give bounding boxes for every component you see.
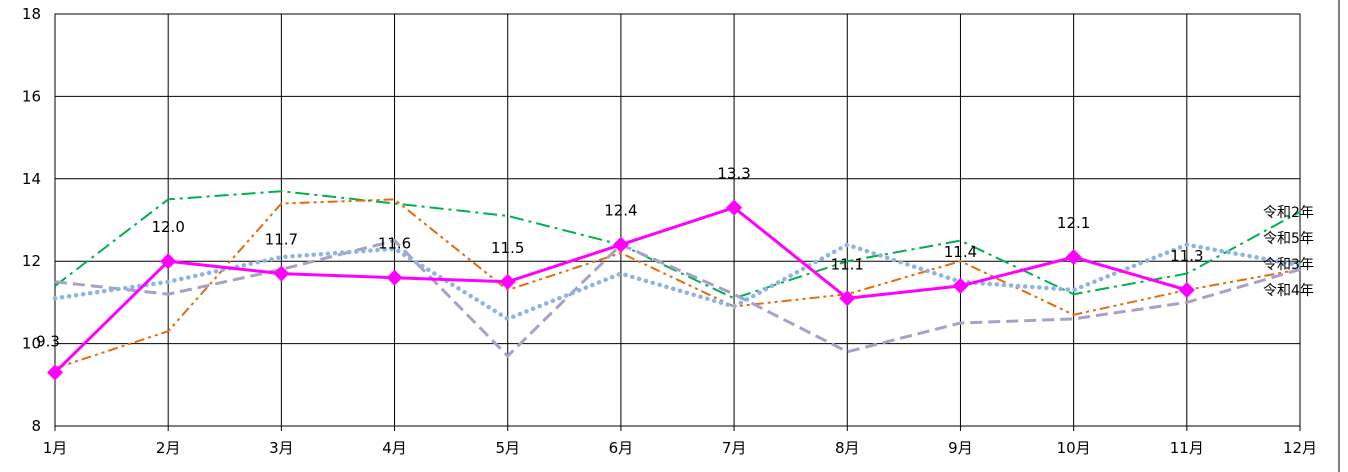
series-line-0 bbox=[54, 190, 1301, 300]
x-tick-label: 5月 bbox=[495, 439, 520, 457]
data-point-marker bbox=[1178, 282, 1195, 299]
data-markers bbox=[47, 199, 1195, 381]
legend-entry: 令和3年 bbox=[1263, 257, 1314, 273]
x-tick-label: 8月 bbox=[835, 439, 860, 457]
data-label: 11.5 bbox=[491, 239, 524, 257]
data-label: 12.4 bbox=[604, 202, 637, 220]
data-point-marker bbox=[386, 269, 403, 286]
data-point-marker bbox=[160, 253, 177, 270]
data-label: 11.3 bbox=[1170, 247, 1203, 265]
data-label: 11.6 bbox=[378, 235, 411, 253]
data-point-marker bbox=[839, 290, 856, 307]
x-tick-label: 11月 bbox=[1170, 439, 1204, 457]
x-tick-label: 2月 bbox=[156, 439, 181, 457]
series-line-2 bbox=[54, 238, 1301, 359]
x-tick-label: 12月 bbox=[1283, 439, 1317, 457]
data-label: 12.0 bbox=[151, 218, 184, 236]
data-label: 9.3 bbox=[36, 332, 60, 350]
y-tick-label: 18 bbox=[22, 5, 41, 23]
y-tick-label: 12 bbox=[22, 252, 41, 270]
y-tick-label: 16 bbox=[22, 87, 41, 105]
y-tick-label: 8 bbox=[31, 417, 41, 435]
data-label: 11.1 bbox=[831, 255, 864, 273]
legend-entry: 令和4年 bbox=[1263, 283, 1314, 299]
data-point-marker bbox=[499, 273, 516, 290]
data-point-marker bbox=[1065, 249, 1082, 266]
y-tick-label: 10 bbox=[22, 335, 41, 353]
x-tick-label: 3月 bbox=[269, 439, 294, 457]
x-tick-label: 9月 bbox=[948, 439, 973, 457]
x-tick-label: 4月 bbox=[382, 439, 407, 457]
series-line-1 bbox=[54, 198, 1301, 370]
y-axis: 8 10 12 14 16 18 bbox=[22, 5, 41, 435]
data-point-marker bbox=[952, 277, 969, 294]
data-label: 13.3 bbox=[717, 165, 750, 183]
plot-frame bbox=[54, 13, 1301, 427]
grid-lines bbox=[54, 13, 1301, 431]
legend-entry: 令和2年 bbox=[1263, 205, 1314, 221]
data-label: 11.7 bbox=[265, 231, 298, 249]
series-lines bbox=[52, 190, 1303, 374]
x-axis: 1月 2月 3月 4月 5月 6月 7月 8月 9月 10月 11月 12月 bbox=[43, 439, 1317, 457]
data-labels: 9.3 12.0 11.7 11.6 11.5 12.4 13.3 11.1 11.4 12.1 1… bbox=[36, 165, 1203, 351]
data-label: 11.4 bbox=[944, 243, 977, 261]
x-tick-label: 6月 bbox=[609, 439, 634, 457]
x-tick-label: 10月 bbox=[1057, 439, 1091, 457]
data-label: 12.1 bbox=[1057, 214, 1090, 232]
data-point-marker bbox=[726, 199, 743, 216]
x-tick-label: 1月 bbox=[43, 439, 68, 457]
legend-entry: 令和5年 bbox=[1263, 231, 1314, 247]
data-point-marker bbox=[273, 265, 290, 282]
data-point-marker bbox=[612, 236, 629, 253]
series-line-3 bbox=[52, 242, 1303, 322]
data-point-marker bbox=[47, 364, 63, 381]
x-tick-label: 7月 bbox=[722, 439, 747, 457]
y-tick-label: 14 bbox=[22, 170, 41, 188]
